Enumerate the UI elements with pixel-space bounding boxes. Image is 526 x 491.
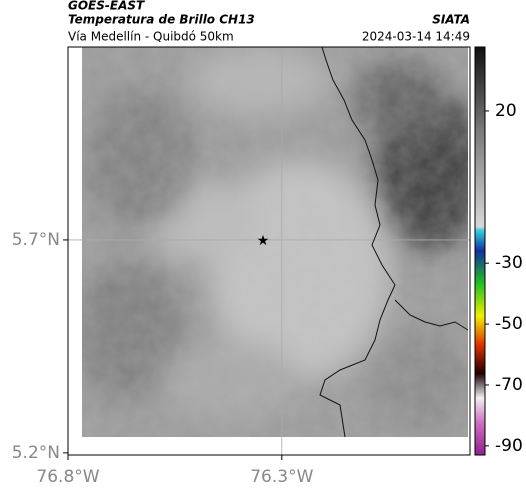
timestamp: 2024-03-14 14:49	[362, 30, 470, 44]
y-tick-label: 5.7°N	[12, 230, 60, 250]
axes: 76.8°W 76.3°W 5.7°N 5.2°N	[12, 230, 314, 487]
station-marker: ★	[257, 233, 270, 249]
graticule	[68, 47, 470, 455]
org: SIATA	[432, 13, 470, 27]
colorbar-tick-label: -50	[495, 314, 523, 334]
colorbar-tick-label: 20	[495, 101, 517, 121]
colorbar-tick-label: -30	[495, 253, 523, 273]
product: Temperatura de Brillo CH13	[68, 13, 255, 27]
colorbar-tick-label: -70	[495, 375, 523, 395]
source: GOES-EAST	[68, 0, 145, 13]
borders	[319, 46, 469, 438]
satellite-image	[82, 47, 468, 437]
colorbar-tick-label: -90	[495, 436, 523, 456]
region: Vía Medellín - Quibdó 50km	[68, 30, 234, 44]
colorbar-ticks: 20 -30 -50 -70 -90	[485, 101, 523, 456]
x-tick-label: 76.8°W	[36, 467, 99, 487]
x-tick-label: 76.3°W	[250, 467, 313, 487]
y-tick-label: 5.2°N	[12, 443, 60, 463]
colorbar	[474, 46, 486, 456]
map-frame	[67, 46, 471, 456]
